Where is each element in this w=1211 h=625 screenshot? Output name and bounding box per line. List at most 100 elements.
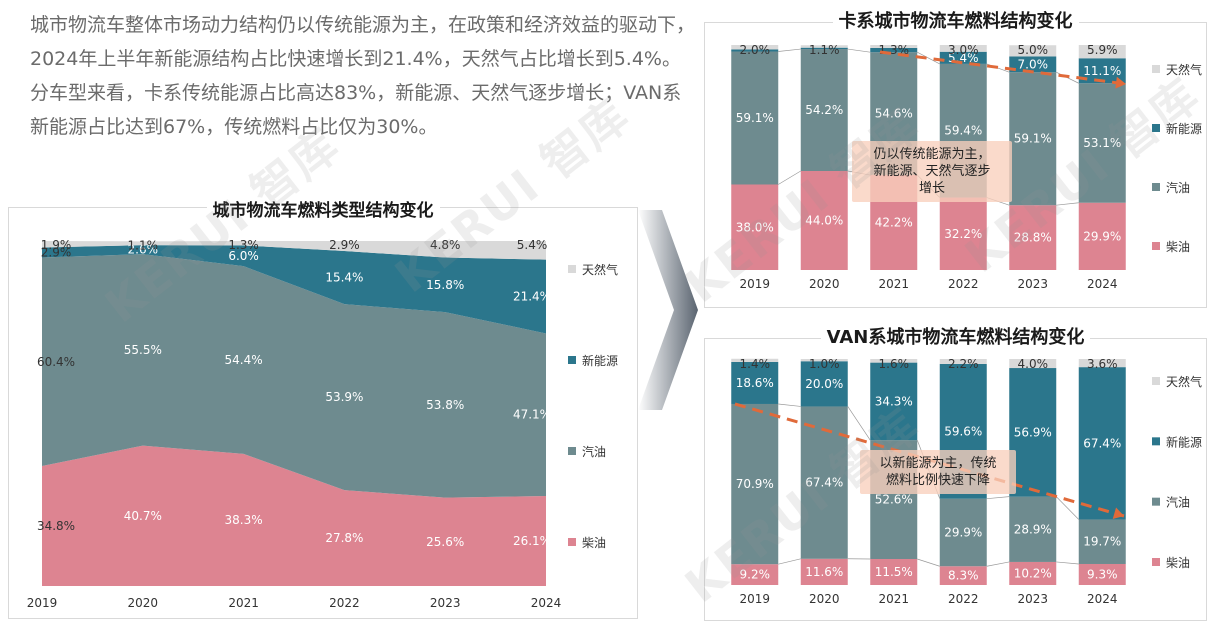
- trend-arrow-head-icon: [1112, 507, 1124, 519]
- data-label-new_energy: 20.0%: [805, 377, 843, 391]
- data-label-new_energy: 7.0%: [1018, 57, 1049, 71]
- x-tick-label: 2019: [739, 277, 770, 291]
- connector-line: [847, 406, 871, 441]
- data-label-new_energy: 2.9%: [41, 246, 72, 260]
- bar-segment-diesel: [1078, 202, 1126, 270]
- data-label-diesel: 40.7%: [124, 509, 162, 523]
- bar-segment-new_energy: [731, 361, 779, 404]
- bar-segment-new_energy: [1009, 56, 1057, 73]
- bar-segment-diesel: [800, 558, 848, 585]
- bar-segment-new_energy: [870, 47, 918, 53]
- x-tick-label: 2020: [128, 596, 159, 610]
- data-label-diesel: 11.5%: [875, 565, 913, 579]
- bar-segment-natural_gas: [1078, 359, 1126, 368]
- data-label-new_energy: 15.8%: [426, 278, 464, 292]
- data-label-diesel: 9.3%: [1087, 567, 1118, 581]
- bar-segment-diesel: [1078, 563, 1126, 585]
- area-gasoline: [42, 254, 546, 498]
- x-tick-label: 2024: [1087, 277, 1118, 291]
- x-tick-label: 2023: [1017, 277, 1048, 291]
- data-label-new_energy: 2.6%: [128, 243, 159, 257]
- data-label-gasoline: 59.4%: [944, 124, 982, 138]
- connector-line: [778, 558, 801, 565]
- data-label-gasoline: 19.7%: [1083, 535, 1121, 549]
- legend-label-diesel: 柴油: [1166, 556, 1190, 570]
- legend-swatch-new_energy: [1152, 437, 1160, 446]
- connector-line: [847, 48, 871, 53]
- trend-arrow-head-icon: [1115, 76, 1126, 89]
- connector-line: [1056, 496, 1079, 520]
- x-tick-label: 2021: [228, 596, 259, 610]
- annotation-line: 燃料比例快速下降: [885, 473, 990, 488]
- connector-line: [986, 561, 1010, 567]
- legend-label-diesel: 柴油: [1166, 240, 1190, 254]
- x-tick-label: 2022: [948, 277, 979, 291]
- legend-label-new_energy: 新能源: [1166, 434, 1202, 449]
- data-label-natural_gas: 3.6%: [1087, 357, 1118, 371]
- data-label-natural_gas: 1.6%: [879, 357, 910, 371]
- legend-label-natural_gas: 天然气: [1166, 374, 1202, 389]
- data-label-gasoline: 29.9%: [944, 525, 982, 539]
- legend-label-natural_gas: 天然气: [1166, 62, 1202, 77]
- bar-segment-natural_gas: [731, 358, 779, 362]
- legend-label-gasoline: 汽油: [582, 444, 606, 459]
- bar-segment-natural_gas: [870, 359, 918, 363]
- data-label-diesel: 25.6%: [426, 535, 464, 549]
- data-label-new_energy: 6.0%: [228, 249, 259, 263]
- connector-line: [986, 496, 1010, 500]
- data-label-natural_gas: 3.0%: [948, 43, 979, 57]
- legend-label-natural_gas: 天然气: [582, 262, 618, 277]
- data-label-natural_gas: 2.2%: [948, 357, 979, 371]
- x-tick-label: 2023: [430, 596, 461, 610]
- data-label-diesel: 34.8%: [37, 519, 75, 533]
- data-label-gasoline: 47.1%: [513, 408, 551, 422]
- legend-label-gasoline: 汽油: [1166, 180, 1190, 195]
- connector-line: [917, 51, 940, 65]
- data-label-natural_gas: 1.9%: [41, 238, 72, 252]
- data-label-new_energy: 59.6%: [944, 424, 982, 438]
- data-label-natural_gas: 2.9%: [329, 238, 360, 252]
- x-tick-label: 2020: [809, 592, 840, 606]
- bar-segment-gasoline: [939, 498, 987, 567]
- bar-segment-natural_gas: [870, 45, 918, 48]
- intro-paragraph: 城市物流车整体市场动力结构仍以传统能源为主，在政策和经济效益的驱动下，2024年…: [30, 14, 696, 138]
- x-tick-label: 2022: [948, 592, 979, 606]
- legend-label-new_energy: 新能源: [1166, 121, 1202, 136]
- data-label-natural_gas: 4.0%: [1018, 357, 1049, 371]
- data-label-gasoline: 54.4%: [225, 353, 263, 367]
- bar-segment-new_energy: [1078, 367, 1126, 520]
- data-label-diesel: 8.3%: [948, 569, 979, 583]
- bar-segment-new_energy: [731, 49, 779, 52]
- bar-segment-gasoline: [731, 51, 779, 185]
- legend-swatch-diesel: [1152, 558, 1160, 566]
- legend-swatch-natural_gas: [568, 265, 576, 273]
- data-label-diesel: 44.0%: [805, 214, 843, 228]
- data-label-gasoline: 53.1%: [1083, 136, 1121, 150]
- bar-segment-gasoline: [800, 49, 848, 171]
- bar-segment-diesel: [800, 171, 848, 270]
- bar-segment-diesel: [731, 564, 779, 585]
- data-label-gasoline: 59.1%: [736, 111, 774, 125]
- legend-swatch-new_energy: [1152, 124, 1160, 132]
- transition-arrow-icon: [638, 210, 698, 410]
- bar-segment-natural_gas: [800, 45, 848, 48]
- bar-segment-diesel: [939, 197, 987, 270]
- legend-swatch-natural_gas: [1152, 65, 1160, 73]
- bar-segment-diesel: [1009, 205, 1057, 270]
- data-label-new_energy: 34.3%: [875, 394, 913, 408]
- bar-segment-diesel: [1009, 561, 1057, 585]
- data-label-natural_gas: 5.0%: [1018, 43, 1049, 57]
- x-tick-label: 2019: [739, 592, 770, 606]
- data-label-gasoline: 28.9%: [1014, 522, 1052, 536]
- legend-swatch-gasoline: [1152, 497, 1160, 506]
- data-label-natural_gas: 1.3%: [228, 238, 259, 252]
- chart-title: 卡系城市物流车燃料结构变化: [705, 7, 1206, 33]
- data-label-natural_gas: 2.0%: [740, 43, 771, 57]
- data-label-diesel: 28.8%: [1014, 231, 1052, 245]
- bar-segment-natural_gas: [800, 359, 848, 362]
- bar-segment-gasoline: [800, 406, 848, 559]
- data-label-gasoline: 54.2%: [805, 103, 843, 117]
- data-label-gasoline: 53.9%: [325, 390, 363, 404]
- bar-segment-natural_gas: [939, 45, 987, 52]
- legend-swatch-diesel: [568, 538, 576, 546]
